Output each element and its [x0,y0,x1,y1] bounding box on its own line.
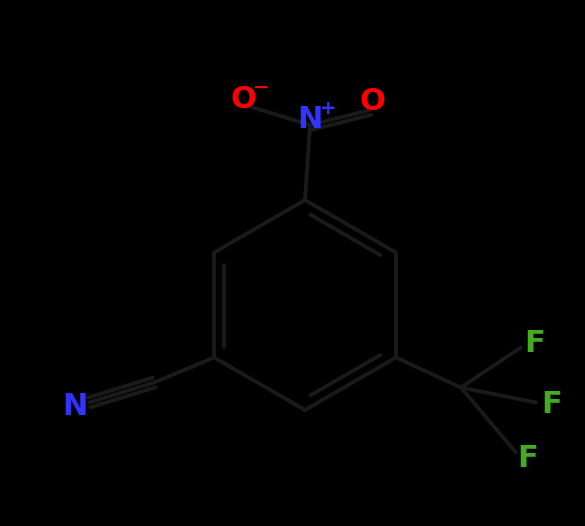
Text: O: O [230,86,256,115]
Text: −: − [253,77,269,96]
Text: F: F [525,329,545,358]
Text: +: + [320,99,336,118]
Text: O: O [359,87,385,116]
Text: F: F [518,444,538,473]
Text: N: N [297,106,323,135]
Text: F: F [542,390,562,419]
Text: N: N [63,392,88,421]
